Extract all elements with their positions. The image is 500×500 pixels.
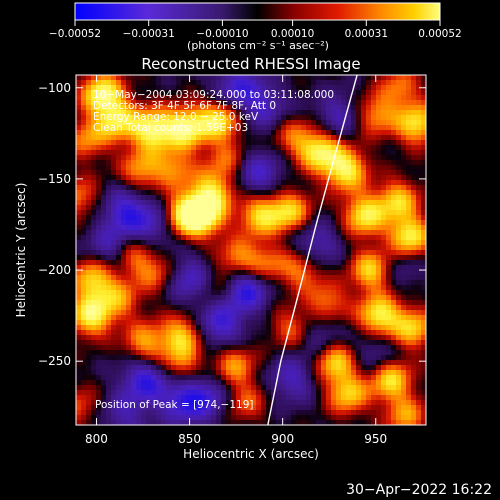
timestamp: 30−Apr−2022 16:22	[346, 482, 492, 498]
colorbar-tick-label: 0.00031	[345, 28, 388, 40]
colorbar: −0.00052 −0.00031 −0.00010 0.00010 0.00031 0.…	[49, 2, 462, 52]
x-axis: 800 850 900 950	[85, 75, 387, 446]
solar-limb-line	[267, 75, 358, 425]
heatmap-image	[76, 75, 426, 425]
colorbar-tick-label: 0.00052	[418, 28, 461, 40]
annotation-time-range: 10−May−2004 03:09:24.000 to 03:11:08.000	[93, 89, 334, 101]
annotation-detectors: Detectors: 3F 4F 5F 6F 7F 8F, Att 0	[93, 100, 276, 112]
x-tick-label: 800	[85, 432, 108, 446]
y-tick-label: −100	[38, 81, 71, 95]
annotation-block: 10−May−2004 03:09:24.000 to 03:11:08.000…	[93, 89, 334, 134]
x-tick-label: 950	[364, 432, 387, 446]
colorbar-gradient	[74, 2, 441, 21]
colorbar-units: (photons cm⁻² s⁻¹ asec⁻²)	[187, 39, 329, 52]
x-axis-title: Heliocentric X (arcsec)	[183, 447, 319, 461]
colorbar-ticks: −0.00052 −0.00031 −0.00010 0.00010 0.00031 0.…	[49, 20, 462, 40]
y-axis: −100 −150 −200 −250	[38, 81, 426, 368]
chart-title: Reconstructed RHESSI Image	[141, 55, 360, 73]
peak-position-label: Position of Peak = [974,−119]	[95, 399, 254, 411]
plot-frame	[75, 74, 427, 426]
plot-area: 10−May−2004 03:09:24.000 to 03:11:08.000…	[38, 74, 427, 446]
y-tick-label: −250	[38, 354, 71, 368]
x-tick-label: 850	[178, 432, 201, 446]
colorbar-tick-label: −0.00031	[123, 28, 175, 40]
colorbar-tick-label: −0.00010	[196, 28, 248, 40]
colorbar-tick-label: −0.00052	[49, 28, 101, 40]
y-tick-label: −200	[38, 263, 71, 277]
x-tick-label: 900	[271, 432, 294, 446]
y-tick-label: −150	[38, 172, 71, 186]
annotation-clean-counts: Clean Total counts: 1.59E+03	[93, 122, 248, 134]
annotation-energy-range: Energy Range: 12.0 − 25.0 keV	[93, 111, 259, 123]
y-axis-title: Heliocentric Y (arcsec)	[14, 183, 28, 318]
colorbar-tick-label: 0.00010	[271, 28, 314, 40]
